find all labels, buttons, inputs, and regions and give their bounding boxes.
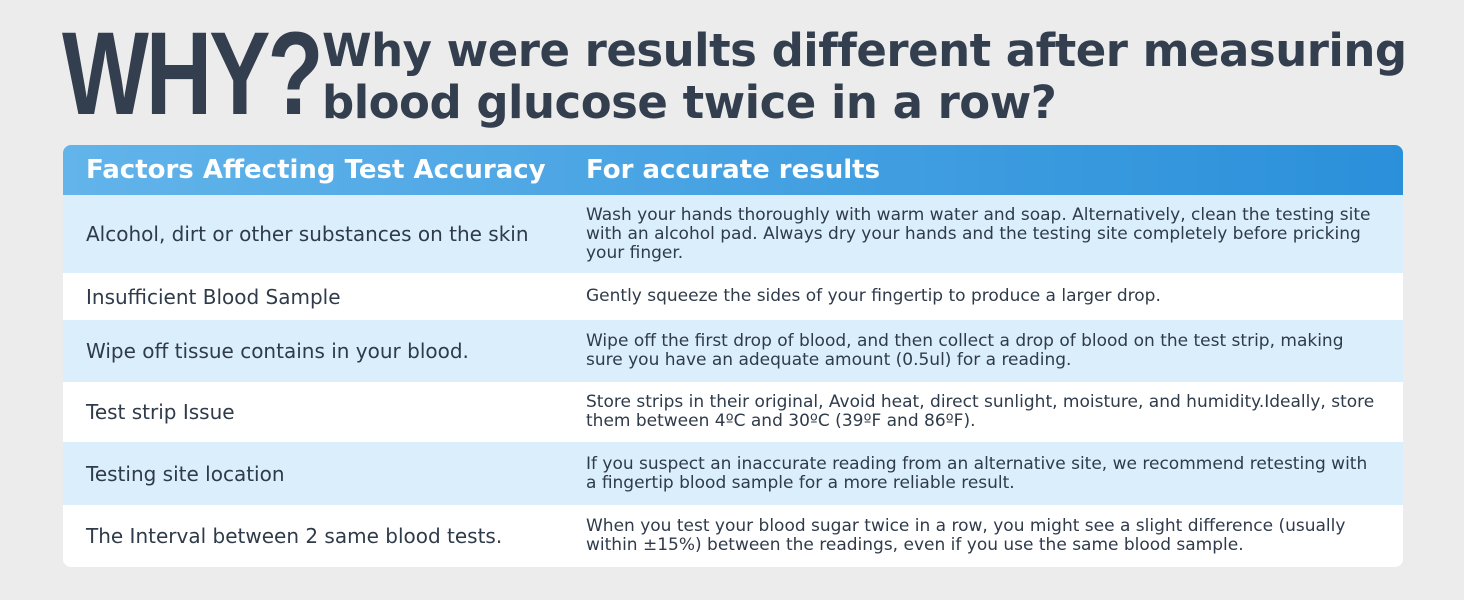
table-row: Alcohol, dirt or other substances on the… bbox=[63, 195, 1403, 273]
table-cell: Wipe off the first drop of blood, and th… bbox=[586, 331, 1344, 370]
table-body: Alcohol, dirt or other substances on the… bbox=[63, 195, 1403, 567]
table-cell: If you suspect an inaccurate reading fro… bbox=[586, 453, 1368, 493]
table-cell: Wash your hands thoroughly with warm wat… bbox=[586, 204, 1371, 263]
table-row: Wipe off tissue contains in your blood. W… bbox=[63, 320, 1403, 382]
table-cell: When you test your blood sugar twice in … bbox=[586, 516, 1346, 555]
table-cell: Wipe off tissue contains in your blood. bbox=[86, 339, 469, 363]
table: Factors Affecting Test Accuracy For accu… bbox=[63, 145, 1403, 567]
title: blood glucose twice in a row? bbox=[322, 76, 1057, 129]
table-cell: Gently squeeze the sides of your fingert… bbox=[586, 286, 1161, 306]
table-row: Insufficient Blood Sample Gently squeeze … bbox=[63, 273, 1403, 320]
table-header: Factors Affecting Test Accuracy For accu… bbox=[63, 145, 1403, 195]
title: Why were results different after measuri… bbox=[322, 24, 1407, 77]
table-cell: Testing site location bbox=[86, 461, 285, 486]
table-cell: Store strips in their original, Avoid he… bbox=[586, 392, 1375, 431]
column-header: Factors Affecting Test Accuracy bbox=[86, 155, 546, 185]
table-row: Test strip Issue Store strips in their or… bbox=[63, 382, 1403, 442]
table-row: The Interval between 2 same blood tests.… bbox=[63, 505, 1403, 567]
table-cell: Test strip Issue bbox=[86, 400, 235, 424]
table-row: Testing site location If you suspect an i… bbox=[63, 442, 1403, 505]
badge: WHY? bbox=[62, 8, 324, 140]
table-cell: The Interval between 2 same blood tests. bbox=[86, 524, 503, 548]
table-cell: Insufficient Blood Sample bbox=[86, 284, 341, 309]
column-header: For accurate results bbox=[586, 155, 881, 185]
table-cell: Alcohol, dirt or other substances on the… bbox=[86, 222, 529, 246]
